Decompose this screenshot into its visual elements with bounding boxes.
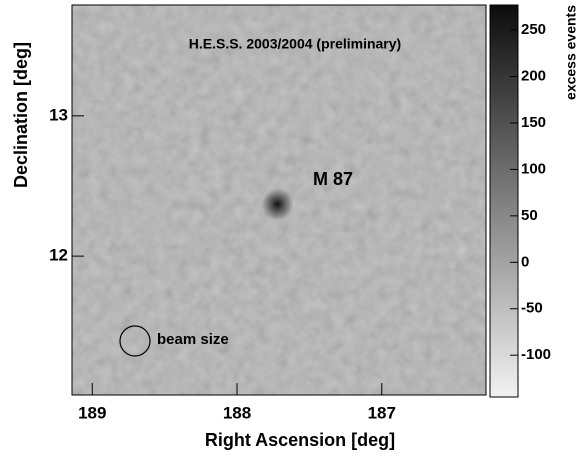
beam-circle — [119, 325, 151, 357]
x-tick-label: 188 — [223, 403, 251, 422]
colorbar — [489, 4, 519, 398]
colorbar-tick-label: 150 — [521, 114, 546, 131]
colorbar-tick-label: 50 — [521, 207, 538, 224]
colorbar-tick-label: 100 — [521, 160, 546, 177]
colorbar-tick-label: -50 — [521, 300, 543, 317]
colorbar-tick-label: 0 — [521, 253, 529, 270]
excess-peak — [261, 188, 294, 221]
annotation: H.E.S.S. 2003/2004 (preliminary) — [189, 36, 401, 52]
x-tick-label: 187 — [368, 403, 396, 422]
colorbar-label: excess events — [563, 5, 579, 100]
y-tick-label: 12 — [49, 246, 68, 265]
colorbar-tick-label: 200 — [521, 67, 546, 84]
plot-frame — [71, 4, 487, 396]
x-tick-label: 189 — [78, 403, 106, 422]
x-axis-label: Right Ascension [deg] — [205, 430, 395, 450]
y-tick-label: 13 — [49, 105, 68, 124]
colorbar-tick-label: -100 — [521, 346, 551, 363]
annotation: beam size — [157, 331, 229, 348]
annotation: M 87 — [313, 169, 353, 189]
y-axis-label: Declination [deg] — [11, 42, 31, 188]
colorbar-tick-label: 250 — [521, 21, 546, 38]
